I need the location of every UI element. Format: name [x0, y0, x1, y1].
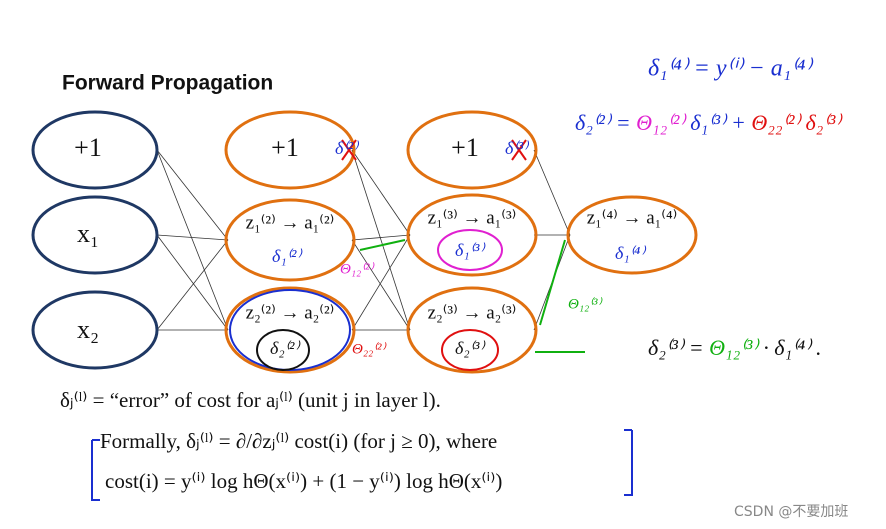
equation: δ₂⁽²⁾ = Θ₁₂⁽²⁾ δ₁⁽³⁾ + Θ₂₂⁽²⁾ δ₂⁽³⁾: [575, 110, 843, 135]
watermark: CSDN @不要加班: [734, 504, 848, 520]
equation-part: δ₂⁽³⁾ =: [648, 335, 704, 360]
node-label: z₂⁽²⁾ → a₂⁽²⁾: [246, 302, 335, 323]
definition: δⱼ⁽ˡ⁾ = “error” of cost for aⱼ⁽ˡ⁾ (unit …: [60, 388, 441, 412]
nodes: [31, 110, 698, 501]
node-label: z₂⁽³⁾ → a₂⁽³⁾: [428, 302, 517, 323]
node-label: x₁: [77, 219, 99, 248]
weight: Θ₂₂⁽²⁾: [352, 341, 386, 357]
edges: [156, 149, 571, 331]
weight: Θ₁₂⁽³⁾: [568, 296, 602, 312]
equation-part: Θ₁₂⁽³⁾: [709, 335, 760, 360]
node-label: +1: [451, 133, 479, 162]
equation-part: δ₁⁽³⁾ +: [690, 110, 746, 135]
node-label: x₂: [77, 315, 99, 344]
delta: δ₁⁽²⁾: [272, 246, 302, 266]
equation: δ₁⁽⁴⁾ = y⁽ⁱ⁾ − a₁⁽⁴⁾: [648, 56, 813, 82]
annotations: δ⁽²⁾ δ₁⁽²⁾ δ₂⁽²⁾ δ⁽³⁾ δ₁⁽³⁾ δ₂⁽³⁾ δ₁⁽⁴⁾ …: [270, 56, 843, 361]
node-label: +1: [271, 133, 299, 162]
title: Forward Propagation: [62, 72, 273, 95]
delta: δ⁽²⁾: [335, 138, 359, 158]
equation: δ₂⁽³⁾ = Θ₁₂⁽³⁾ · δ₁⁽⁴⁾ .: [648, 335, 822, 360]
delta: δ₂⁽²⁾: [270, 338, 300, 358]
node-label: +1: [74, 133, 102, 162]
weight: Θ₁₂⁽²⁾: [340, 261, 374, 277]
equation-part: · δ₁⁽⁴⁾ .: [763, 335, 821, 360]
node-label: z₁⁽³⁾ → a₁⁽³⁾: [428, 207, 517, 228]
delta: δ₁⁽³⁾: [455, 240, 485, 260]
equation-part: δ₂⁽²⁾ =: [575, 110, 631, 135]
definition: Formally, δⱼ⁽ˡ⁾ = ∂/∂zⱼ⁽ˡ⁾ cost(i) (for …: [100, 429, 497, 453]
node-label: z₁⁽²⁾ → a₁⁽²⁾: [246, 212, 335, 233]
delta: δ⁽³⁾: [505, 138, 529, 158]
definition: cost(i) = y⁽ⁱ⁾ log hΘ(x⁽ⁱ⁾) + (1 − y⁽ⁱ⁾)…: [105, 469, 502, 493]
node-label: z₁⁽⁴⁾ → a₁⁽⁴⁾: [587, 207, 678, 228]
equation-part: δ₂⁽³⁾: [805, 110, 843, 135]
equation-part: Θ₂₂⁽²⁾: [751, 110, 802, 135]
delta: δ₁⁽⁴⁾: [615, 243, 646, 263]
delta: δ₂⁽³⁾: [455, 338, 485, 358]
equation-part: Θ₁₂⁽²⁾: [636, 110, 687, 135]
